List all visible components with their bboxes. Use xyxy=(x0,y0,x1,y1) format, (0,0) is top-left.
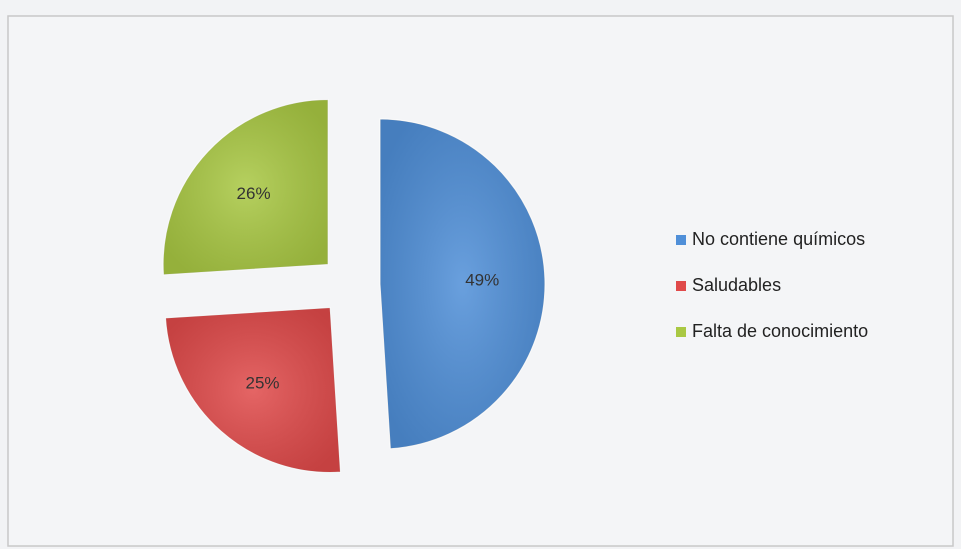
slice-shade xyxy=(163,99,329,275)
legend-label: No contiene químicos xyxy=(692,229,865,249)
legend-label: Saludables xyxy=(692,275,781,295)
slice-shade xyxy=(379,119,545,449)
data-label: 25% xyxy=(245,374,279,393)
slice-shade xyxy=(165,307,341,473)
data-label: 26% xyxy=(237,184,271,203)
data-label: 49% xyxy=(465,270,499,289)
legend-swatch xyxy=(676,327,686,337)
legend-swatch xyxy=(676,281,686,291)
legend-swatch xyxy=(676,235,686,245)
legend-label: Falta de conocimiento xyxy=(692,321,868,341)
